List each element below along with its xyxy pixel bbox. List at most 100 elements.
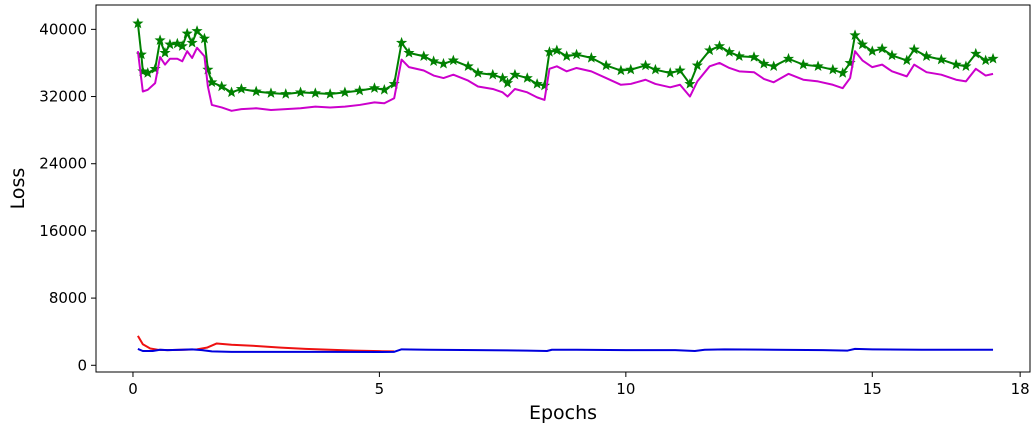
x-axis-title: Epochs xyxy=(529,402,597,423)
y-tick-label: 16000 xyxy=(39,222,87,240)
star-marker xyxy=(691,59,703,71)
star-marker xyxy=(600,59,612,71)
star-marker xyxy=(649,63,661,75)
star-marker xyxy=(704,44,716,56)
star-marker xyxy=(876,42,888,54)
star-marker xyxy=(159,47,171,58)
star-marker xyxy=(713,40,726,51)
star-marker xyxy=(625,63,637,75)
star-marker xyxy=(723,46,735,57)
star-marker xyxy=(225,86,238,98)
star-marker xyxy=(543,46,556,57)
star-marker xyxy=(403,47,415,58)
star-marker xyxy=(521,72,533,83)
star-marker xyxy=(487,68,499,80)
star-marker xyxy=(339,86,351,98)
series-layer xyxy=(132,17,999,354)
star-marker xyxy=(733,50,745,61)
star-marker xyxy=(570,48,583,60)
star-marker xyxy=(164,38,176,50)
x-tick-label: 15 xyxy=(863,380,882,398)
star-marker xyxy=(674,64,686,76)
star-marker xyxy=(664,67,676,78)
star-marker xyxy=(827,63,839,75)
star-marker xyxy=(462,60,474,72)
star-marker xyxy=(324,88,336,99)
series-line xyxy=(136,46,994,112)
star-marker xyxy=(154,34,166,46)
star-marker xyxy=(901,54,913,66)
y-axis: 0 8000 16000 24000 32000 40000 xyxy=(39,20,96,374)
star-marker xyxy=(250,85,262,97)
star-marker xyxy=(396,36,408,48)
star-marker xyxy=(561,50,573,61)
star-marker xyxy=(132,17,144,29)
star-marker xyxy=(531,78,543,89)
star-marker xyxy=(849,29,861,40)
star-marker xyxy=(198,32,211,44)
star-marker xyxy=(181,27,193,39)
star-marker xyxy=(202,63,214,75)
star-marker xyxy=(639,59,652,71)
y-tick-label: 8000 xyxy=(49,289,87,307)
star-marker xyxy=(472,67,484,78)
star-marker xyxy=(797,58,809,70)
star-marker xyxy=(501,77,514,88)
star-marker xyxy=(837,67,849,78)
series-1 xyxy=(136,46,994,112)
star-marker xyxy=(191,25,203,36)
star-marker xyxy=(418,50,430,61)
star-marker xyxy=(142,67,154,78)
star-marker xyxy=(970,47,982,59)
star-marker xyxy=(171,37,183,49)
star-marker xyxy=(886,49,898,61)
star-marker xyxy=(960,60,972,72)
star-marker xyxy=(437,57,450,69)
series-line xyxy=(137,335,395,353)
star-marker xyxy=(378,83,390,95)
star-marker xyxy=(509,68,521,80)
x-tick-label: 5 xyxy=(375,380,385,398)
star-marker xyxy=(309,87,321,98)
star-marker xyxy=(280,88,292,99)
x-tick-label: 10 xyxy=(616,380,635,398)
star-marker xyxy=(748,51,760,62)
y-tick-label: 32000 xyxy=(39,88,87,106)
star-marker xyxy=(908,43,920,55)
star-marker xyxy=(758,57,770,69)
star-marker xyxy=(856,38,868,50)
star-marker xyxy=(782,52,795,64)
y-tick-label: 0 xyxy=(77,356,87,374)
star-marker xyxy=(987,52,999,64)
y-tick-label: 40000 xyxy=(39,20,87,38)
star-marker xyxy=(265,87,277,98)
x-tick-label: 18 xyxy=(1011,380,1030,398)
star-marker xyxy=(935,53,947,65)
star-marker xyxy=(615,64,627,76)
y-axis-title: Loss xyxy=(7,168,29,210)
star-marker xyxy=(684,78,696,89)
star-marker xyxy=(428,55,440,67)
star-marker xyxy=(980,54,992,66)
star-marker xyxy=(186,36,198,48)
y-tick-label: 24000 xyxy=(39,155,87,173)
series-3 xyxy=(137,347,994,354)
series-line xyxy=(137,347,994,354)
star-marker xyxy=(235,83,247,94)
star-marker xyxy=(206,76,218,88)
star-marker xyxy=(866,45,878,56)
star-marker xyxy=(216,80,228,92)
star-marker xyxy=(920,50,933,61)
x-axis: 0 5 10 15 18 xyxy=(128,372,1030,398)
series-0 xyxy=(132,17,999,99)
star-marker xyxy=(950,58,962,70)
star-marker xyxy=(368,82,381,93)
star-marker xyxy=(497,72,509,83)
star-marker xyxy=(176,40,188,51)
star-marker xyxy=(294,86,307,98)
star-marker xyxy=(551,44,563,56)
star-marker xyxy=(585,52,597,63)
plot-frame xyxy=(95,4,1031,373)
star-marker xyxy=(538,79,551,91)
